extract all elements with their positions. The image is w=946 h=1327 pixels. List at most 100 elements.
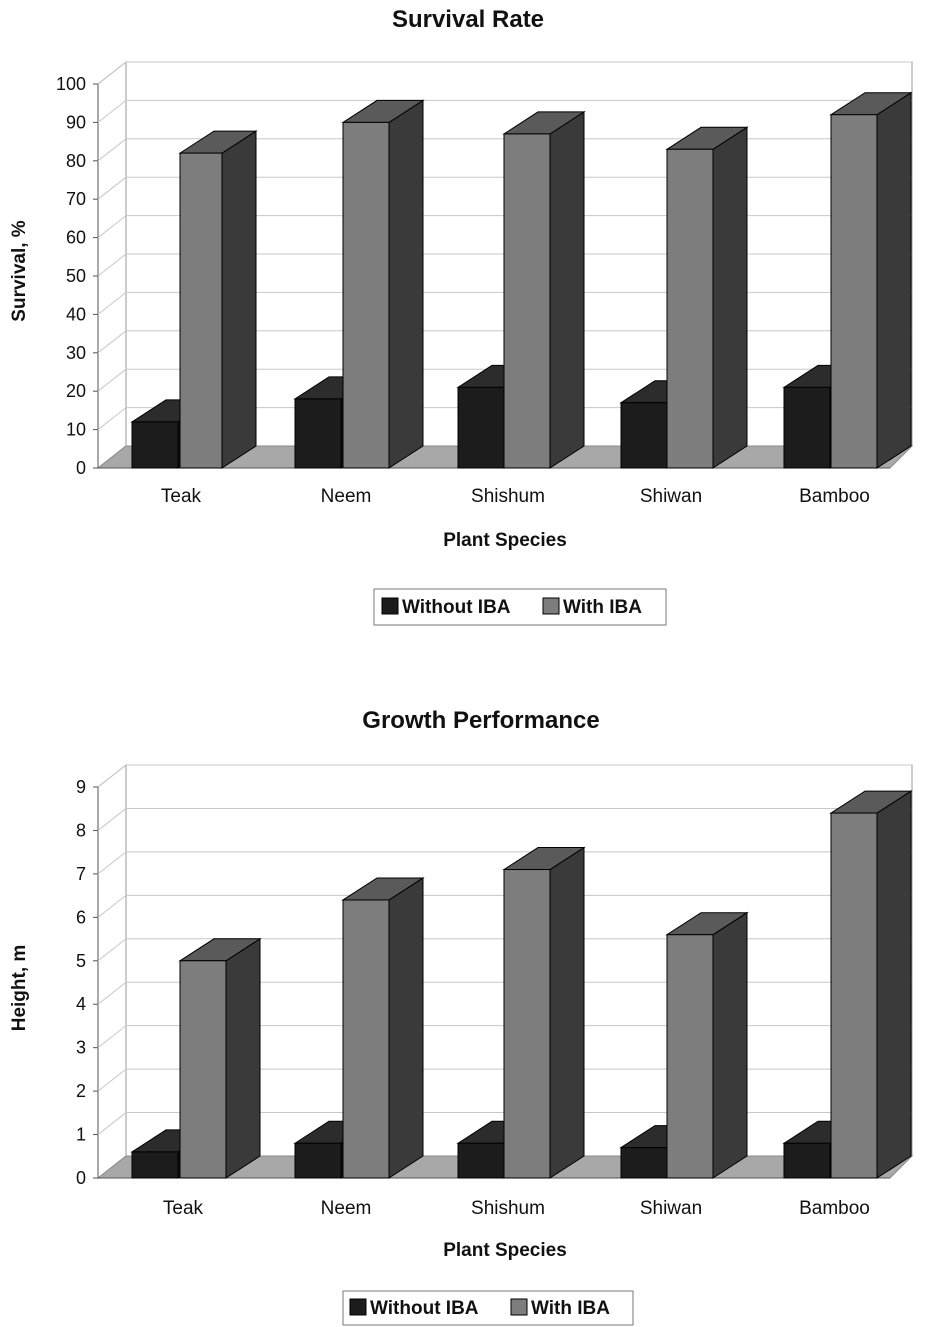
- x-category-label: Neem: [321, 486, 372, 507]
- legend-label-without-iba: Without IBA: [402, 597, 511, 618]
- y-tick-label: 80: [66, 151, 86, 171]
- gridline-side: [97, 215, 127, 238]
- bar-front: [783, 386, 831, 469]
- gridline-side: [97, 851, 127, 875]
- bar-with-iba-shiwan: [665, 911, 749, 1179]
- legend-label-with-iba: With IBA: [531, 1298, 610, 1319]
- legend-box: [342, 1290, 634, 1326]
- gridline-side: [97, 407, 127, 430]
- bar-front: [620, 402, 668, 469]
- bar-with-iba-bamboo: [829, 790, 913, 1179]
- x-category-label: Shiwan: [640, 486, 702, 507]
- y-tick-label: 3: [76, 1038, 86, 1058]
- bar-front: [342, 121, 390, 469]
- y-tick-label: 50: [66, 266, 86, 286]
- bar-front: [666, 148, 714, 469]
- chart-title: Growth Performance: [362, 707, 599, 734]
- y-axis-label: Height, m: [9, 945, 30, 1032]
- bar-front: [666, 934, 714, 1179]
- y-tick-label: 10: [66, 420, 86, 440]
- bar-front: [783, 1142, 831, 1179]
- x-axis-label: Plant Species: [443, 530, 567, 551]
- chart-title: Survival Rate: [392, 6, 544, 33]
- bar-front: [131, 421, 179, 469]
- bar-side: [876, 91, 912, 469]
- bar-with-iba-neem: [341, 99, 425, 469]
- x-category-label: Shishum: [471, 1198, 545, 1219]
- y-tick-label: 90: [66, 112, 86, 132]
- bars: [130, 790, 913, 1179]
- gridline-side: [97, 1068, 127, 1092]
- bar-front: [294, 398, 342, 469]
- y-tick-label: 100: [56, 74, 86, 94]
- gridline-side: [97, 330, 127, 354]
- x-category-label: Bamboo: [799, 1198, 870, 1219]
- bar-side: [225, 937, 261, 1179]
- x-axis-categories: Teak Neem Shishum Shiwan Bamboo: [163, 1198, 870, 1219]
- bar-front: [179, 152, 223, 469]
- gridline-side: [97, 981, 127, 1005]
- y-tick-label: 5: [76, 951, 86, 971]
- bar-side: [549, 111, 585, 469]
- gridline-side: [97, 1025, 127, 1049]
- y-tick-label: 8: [76, 820, 86, 840]
- bar-front: [830, 812, 878, 1179]
- legend-swatch-without-iba: [349, 1298, 367, 1316]
- bar-side: [388, 877, 424, 1179]
- gridline-side: [97, 292, 127, 315]
- bar-front: [503, 133, 551, 469]
- legend-label-with-iba: With IBA: [563, 597, 642, 618]
- bar-with-iba-teak: [178, 937, 262, 1179]
- x-category-label: Neem: [321, 1198, 372, 1219]
- bar-front: [294, 1142, 342, 1179]
- y-tick-label: 20: [66, 381, 86, 401]
- gridline-side: [97, 138, 127, 162]
- bar-with-iba-neem: [341, 877, 425, 1179]
- y-tick-label: 0: [76, 1168, 86, 1188]
- x-category-label: Shishum: [471, 486, 545, 507]
- bars: [130, 91, 913, 469]
- bar-side: [388, 99, 424, 469]
- gridline-side: [97, 100, 127, 123]
- y-tick-label: 30: [66, 343, 86, 363]
- bar-front: [830, 114, 878, 469]
- y-axis-ticks: 0 10 20 30 40 50 60 70 80 90 100: [56, 74, 98, 478]
- bar-front: [457, 386, 505, 469]
- bar-front: [620, 1147, 668, 1179]
- gridline-side: [97, 764, 127, 788]
- bar-with-iba-teak: [178, 130, 258, 469]
- gridline-side: [97, 368, 127, 392]
- bar-side: [549, 846, 585, 1179]
- bar-front: [179, 960, 227, 1179]
- bar-with-iba-bamboo: [829, 91, 913, 469]
- y-tick-label: 40: [66, 304, 86, 324]
- x-axis-label: Plant Species: [443, 1240, 567, 1261]
- gridline-side: [97, 61, 127, 85]
- bar-front: [457, 1142, 505, 1179]
- bar-front: [131, 1151, 179, 1179]
- bar-front: [342, 899, 390, 1179]
- x-category-label: Teak: [163, 1198, 204, 1219]
- legend-swatch-without-iba: [381, 597, 399, 615]
- x-axis-categories: Teak Neem Shishum Shiwan Bamboo: [161, 486, 870, 507]
- y-tick-label: 7: [76, 864, 86, 884]
- bar-with-iba-shishum: [502, 111, 586, 469]
- bar-side: [876, 790, 912, 1179]
- legend-box: [373, 588, 667, 626]
- y-tick-label: 6: [76, 907, 86, 927]
- y-axis-ticks: 0 1 2 3 4 5 6 7 8 9: [76, 777, 98, 1188]
- y-tick-label: 4: [76, 994, 86, 1014]
- y-tick-label: 0: [76, 458, 86, 478]
- y-tick-label: 9: [76, 777, 86, 797]
- x-category-label: Teak: [161, 486, 202, 507]
- legend-swatch-with-iba: [542, 597, 560, 615]
- gridline-side: [97, 894, 127, 918]
- bar-with-iba-shishum: [502, 846, 586, 1179]
- growth-performance-chart: Growth Performance Height, m Plant Speci…: [9, 707, 914, 1326]
- gridline-side: [97, 253, 127, 277]
- gridline-side: [97, 808, 127, 831]
- legend-swatch-with-iba: [510, 1298, 528, 1316]
- y-tick-label: 70: [66, 189, 86, 209]
- y-tick-label: 1: [76, 1125, 86, 1145]
